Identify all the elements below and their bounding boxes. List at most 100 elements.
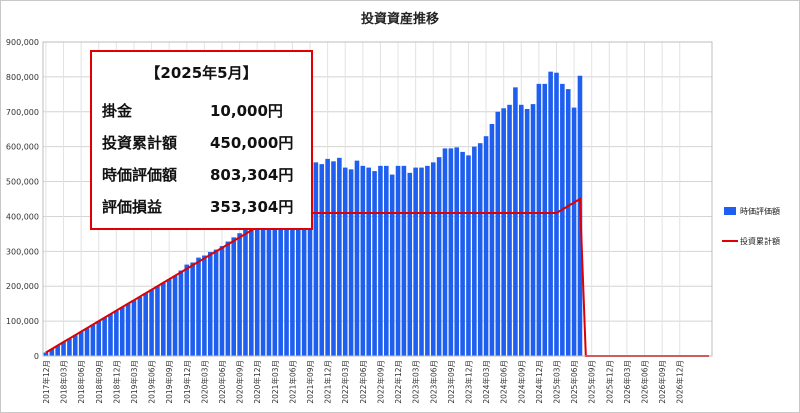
bar	[301, 192, 307, 356]
bar	[325, 158, 330, 356]
bar	[278, 212, 283, 356]
y-tick-label: 100,000	[6, 317, 39, 326]
bar	[131, 300, 137, 356]
bar	[495, 111, 501, 357]
bar	[372, 171, 377, 356]
x-tick-label: 2024年06月	[499, 360, 509, 404]
bar	[489, 123, 495, 356]
bar	[284, 207, 289, 356]
bar	[184, 264, 190, 356]
info-row-market-value: 時価評価額 803,304円	[102, 164, 293, 185]
info-box: 【2025年5月】 掛金 10,000円 投資累計額 450,000円 時価評価額 8…	[90, 50, 313, 230]
x-tick-label: 2020年09月	[235, 360, 245, 404]
x-tick-label: 2024年03月	[481, 360, 491, 404]
info-row-unrealized-gain: 評価損益 353,304円	[102, 196, 293, 217]
x-tick-label: 2021年06月	[287, 360, 297, 404]
bar	[466, 155, 471, 356]
bar	[166, 279, 172, 356]
bar	[137, 296, 143, 356]
bar	[266, 218, 272, 356]
bar	[413, 167, 418, 356]
x-tick-label: 2023年03月	[411, 360, 421, 404]
bar	[202, 255, 207, 356]
y-tick-label: 500,000	[6, 178, 39, 187]
bar	[378, 165, 383, 356]
y-tick-label: 300,000	[6, 247, 39, 256]
x-tick-label: 2024年12月	[534, 360, 544, 404]
bar	[260, 220, 266, 356]
bar	[84, 328, 90, 356]
x-tick-label: 2023年09月	[446, 360, 456, 404]
bar	[460, 151, 465, 356]
bar	[67, 338, 72, 356]
x-tick-label: 2019年09月	[164, 360, 174, 404]
bar	[425, 165, 430, 356]
x-tick-label: 2022年06月	[358, 360, 368, 404]
bar	[72, 335, 78, 356]
x-tick-label: 2025年12月	[604, 360, 614, 404]
bar	[554, 72, 559, 357]
info-box-period: 【2025年5月】	[145, 64, 258, 82]
x-tick-label: 2022年03月	[340, 360, 350, 404]
x-tick-label: 2022年09月	[375, 360, 385, 404]
x-tick-label: 2021年12月	[323, 360, 333, 404]
bar	[389, 174, 395, 356]
bar	[513, 87, 518, 356]
info-row-value: 450,000円	[210, 134, 294, 152]
legend-swatch-bar	[724, 207, 736, 215]
x-tick-label: 2018年09月	[94, 360, 104, 404]
bar	[419, 167, 424, 356]
bar	[108, 314, 113, 356]
x-tick-label: 2019年12月	[182, 360, 192, 404]
y-tick-label: 900,000	[6, 38, 39, 47]
bar	[430, 162, 436, 356]
x-tick-label: 2026年06月	[640, 360, 650, 404]
bar	[472, 146, 477, 356]
bar	[530, 104, 536, 356]
bar	[102, 317, 107, 356]
bar	[442, 148, 448, 356]
bar	[518, 104, 524, 356]
x-tick-label: 2021年03月	[270, 360, 280, 404]
y-tick-label: 0	[34, 352, 39, 361]
x-tick-label: 2021年09月	[305, 360, 315, 404]
chart-title: 投資資産推移	[361, 11, 439, 27]
bar	[436, 157, 442, 356]
bar-series	[43, 71, 583, 357]
bar	[354, 160, 360, 356]
bar	[219, 246, 225, 356]
bar	[178, 270, 184, 356]
bar	[125, 303, 131, 356]
bar	[565, 89, 571, 356]
bar	[237, 233, 242, 356]
bar	[213, 249, 219, 356]
info-row-value: 803,304円	[210, 166, 294, 184]
bar	[307, 165, 313, 356]
bar	[149, 289, 154, 356]
x-tick-label: 2026年03月	[622, 360, 632, 404]
y-tick-label: 400,000	[6, 212, 39, 221]
bar	[384, 165, 389, 356]
x-tick-label: 2020年12月	[252, 360, 262, 404]
bar	[454, 147, 460, 356]
legend-label-line: 投資累計額	[740, 236, 780, 246]
bar	[114, 310, 119, 356]
bar	[143, 293, 148, 356]
bar	[342, 167, 348, 356]
x-tick-label: 2025年03月	[551, 360, 561, 404]
bar	[161, 282, 166, 356]
bar	[348, 169, 354, 356]
legend-label-bar: 時価評価額	[740, 206, 780, 216]
x-tick-label: 2023年06月	[428, 360, 438, 404]
bar	[207, 252, 213, 356]
y-tick-label: 800,000	[6, 73, 39, 82]
info-row-label: 投資累計額	[102, 134, 178, 152]
bar	[337, 157, 342, 356]
bar	[560, 83, 565, 356]
bar	[225, 241, 231, 356]
bar	[571, 107, 577, 356]
info-row-cumulative-investment: 投資累計額 450,000円	[102, 132, 293, 153]
info-row-label: 評価損益	[102, 198, 163, 216]
